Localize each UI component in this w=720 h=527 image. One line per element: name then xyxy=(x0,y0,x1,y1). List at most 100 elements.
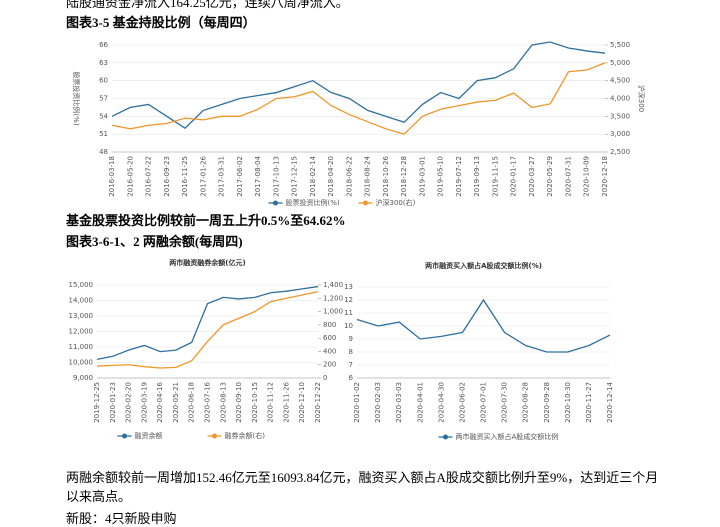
x-tick-label: 2020-09-28 xyxy=(543,382,551,423)
x-tick-label: 2017-10-13 xyxy=(272,156,280,197)
x-tick-label: 2019-03-01 xyxy=(418,156,426,197)
x-tick-label: 2018-12-28 xyxy=(400,156,408,197)
legend-label: 股票投资比例(%) xyxy=(286,198,340,207)
x-tick-label: 2019-12-25 xyxy=(93,382,101,423)
legend-marker xyxy=(122,433,127,439)
x-tick-label: 2016-05-20 xyxy=(126,156,134,197)
x-tick-label: 2019-05-10 xyxy=(437,156,445,197)
y2-tick-label: 1,000 xyxy=(323,308,343,316)
note-text: 至 xyxy=(290,213,304,228)
x-tick-label: 2020-06-18 xyxy=(188,382,196,423)
caption: 图表3-5 基金持股比例（每周四） xyxy=(66,15,256,30)
legend-marker xyxy=(212,433,217,439)
y-tick-label: 10 xyxy=(344,322,353,330)
chart-title: 两市融资买入额占A股成交额比例(%) xyxy=(425,261,542,270)
note: 基金股票投资比例较前一周五上升0.5%至64.62% xyxy=(66,210,346,229)
x-tick-label: 2016-07-22 xyxy=(145,156,153,197)
y2-axis-label: 沪深300 xyxy=(637,85,646,112)
line xyxy=(96,285,319,361)
y2-tick-label: 1,400 xyxy=(323,281,343,289)
note-number: 64.62% xyxy=(303,213,346,228)
x-tick-label: 2016-11-25 xyxy=(181,156,189,197)
x-tick-label: 2020-10-09 xyxy=(583,156,591,197)
x-tick-label: 2020-02-20 xyxy=(125,382,133,423)
x-tick-label: 2018-08-24 xyxy=(364,155,372,196)
x-tick-label: 2020-03-19 xyxy=(140,382,148,423)
legend-label: 两市融资买入额占A股成交额比例 xyxy=(456,432,559,441)
x-tick-label: 2020-11-27 xyxy=(585,382,593,423)
y2-tick-label: 4,500 xyxy=(610,77,630,85)
x-tick-label: 2020-03-03 xyxy=(395,382,403,423)
x-tick-label: 2019-09-13 xyxy=(473,156,481,197)
note-text: 基金股票投资比例较前一周五上升 xyxy=(66,213,262,228)
x-tick-label: 2020-05-21 xyxy=(172,382,180,423)
note-number: 0.5% xyxy=(261,213,291,228)
y-tick-label: 12 xyxy=(344,296,353,304)
line xyxy=(96,291,319,369)
x-tick-label: 2020-11-26 xyxy=(282,381,290,422)
y-tick-label: 10,000 xyxy=(69,359,94,367)
x-tick-label: 2018-02-14 xyxy=(309,155,317,196)
y2-tick-label: 5,000 xyxy=(610,59,630,67)
x-tick-label: 2020-12-14 xyxy=(606,381,614,422)
x-tick-label: 2016-09-23 xyxy=(163,156,171,197)
legend-marker xyxy=(273,200,278,206)
y2-tick-label: 3,500 xyxy=(610,112,630,120)
legend-marker xyxy=(363,200,368,206)
y-tick-label: 9,000 xyxy=(73,374,93,382)
x-tick-label: 2020-03-27 xyxy=(528,156,536,197)
x-tick-label: 2017-12-15 xyxy=(291,156,299,197)
x-tick-label: 2020-12-22 xyxy=(314,382,322,423)
caption: 图表3-6-1、2 两融余额(每周四) xyxy=(66,234,243,249)
x-tick-label: 2020-07-01 xyxy=(480,382,488,423)
x-tick-label: 2020-12-18 xyxy=(601,156,609,197)
chart-title: 两市融资融券余额(亿元) xyxy=(169,258,245,267)
y-tick-label: 15,000 xyxy=(69,281,94,289)
y-tick-label: 51 xyxy=(99,130,108,138)
y-tick-label: 13,000 xyxy=(69,312,94,320)
x-tick-label: 2020-06-02 xyxy=(458,382,466,423)
x-tick-label: 2017-06-02 xyxy=(236,156,244,197)
x-tick-label: 2020-10-30 xyxy=(564,382,572,423)
y2-tick-label: 200 xyxy=(323,361,336,369)
x-tick-label: 2020-04-30 xyxy=(437,382,445,423)
y-tick-label: 13 xyxy=(344,283,353,291)
x-tick-label: 2020-07-16 xyxy=(204,381,212,422)
y-tick-label: 6 xyxy=(349,374,354,382)
y2-tick-label: 4,000 xyxy=(610,95,630,103)
x-tick-label: 2020-07-31 xyxy=(564,156,572,197)
x-tick-label: 2017-03-31 xyxy=(218,156,226,197)
y2-tick-label: 400 xyxy=(323,347,336,355)
x-tick-label: 2020-08-13 xyxy=(219,382,227,423)
y2-tick-label: 800 xyxy=(323,321,336,329)
y2-tick-label: 0 xyxy=(323,374,327,382)
y-tick-label: 60 xyxy=(99,77,108,85)
x-tick-label: 2020-12-10 xyxy=(298,382,306,423)
y2-tick-label: 1,200 xyxy=(323,294,343,302)
y-tick-label: 63 xyxy=(99,59,108,67)
y2-tick-label: 5,500 xyxy=(610,41,630,49)
x-tick-label: 2020-10-15 xyxy=(251,382,259,423)
x-tick-label: 2017-08-04 xyxy=(254,155,262,196)
x-tick-label: 2016-03-18 xyxy=(108,156,116,197)
legend-marker xyxy=(443,434,448,440)
x-tick-label: 2018-06-22 xyxy=(345,156,353,197)
x-tick-label: 2020-11-12 xyxy=(267,382,275,423)
y-tick-label: 9 xyxy=(349,335,353,343)
x-tick-label: 2019-07-12 xyxy=(455,156,463,197)
x-tick-label: 2020-01-23 xyxy=(109,382,117,423)
y-tick-label: 11,000 xyxy=(69,343,94,351)
y2-tick-label: 2,500 xyxy=(610,148,630,156)
x-tick-label: 2019-11-15 xyxy=(491,156,499,197)
line xyxy=(111,41,606,130)
y-tick-label: 12,000 xyxy=(69,328,94,336)
y-tick-label: 11 xyxy=(344,309,353,317)
x-tick-label: 2020-01-17 xyxy=(510,156,518,197)
y-axis-label: 股票投资比例(%) xyxy=(72,71,81,125)
y-tick-label: 54 xyxy=(99,112,108,120)
paragraph: 两融余额较前一周增加152.46亿元至16093.84亿元，融资买入额占A股成交… xyxy=(66,470,659,504)
y-tick-label: 57 xyxy=(99,95,108,103)
x-tick-label: 2020-07-30 xyxy=(501,382,509,423)
